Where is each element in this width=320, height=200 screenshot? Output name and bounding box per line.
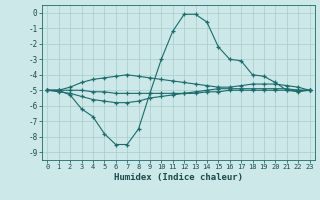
X-axis label: Humidex (Indice chaleur): Humidex (Indice chaleur) <box>114 173 243 182</box>
